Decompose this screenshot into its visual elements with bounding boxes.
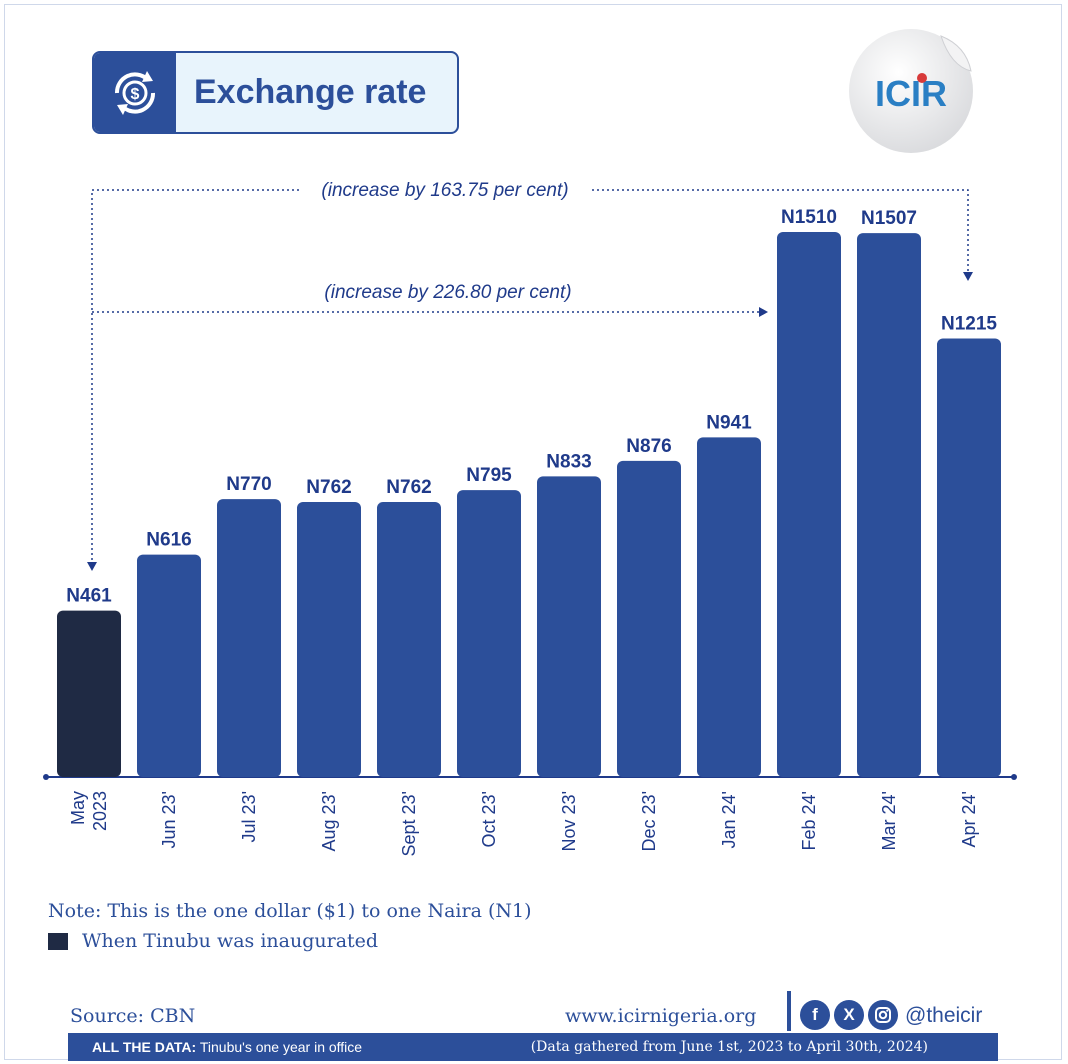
website-link[interactable]: www.icirnigeria.org: [565, 1005, 757, 1027]
bar-value-label: N876: [626, 436, 671, 457]
legend-label: When Tinubu was inaugurated: [82, 930, 379, 952]
bar: [537, 476, 601, 777]
instagram-icon[interactable]: [868, 1000, 898, 1030]
bar-value-label: N795: [466, 465, 512, 486]
social-icons: f X: [800, 1000, 898, 1030]
category-tick-label: Aug 23': [319, 791, 339, 852]
bar-value-label: N1510: [781, 207, 837, 228]
annotation-label: (increase by 163.75 per cent): [321, 180, 568, 201]
bar-value-label: N461: [66, 586, 112, 607]
bar-value-label: N762: [386, 477, 431, 498]
bar: [857, 233, 921, 778]
category-tick-line: Mar 24': [879, 791, 899, 850]
legend: When Tinubu was inaugurated: [48, 930, 378, 952]
title-box: $ Exchange rate: [92, 51, 459, 134]
category-tick-line: Jul 23': [239, 791, 259, 842]
bar-value-label: N1215: [941, 313, 997, 334]
legend-swatch: [48, 932, 68, 950]
footer-date-range: (Data gathered from June 1st, 2023 to Ap…: [530, 1039, 928, 1055]
footer-series-label: ALL THE DATA: Tinubu's one year in offic…: [92, 1039, 362, 1055]
category-tick-line: 2023: [90, 791, 110, 831]
svg-text:$: $: [131, 86, 140, 103]
footer-series-title: Tinubu's one year in office: [196, 1039, 363, 1055]
bar-value-label: N762: [306, 477, 351, 498]
category-tick-label: Sept 23': [399, 791, 419, 857]
source-text: Source: CBN: [70, 1005, 196, 1027]
category-tick-label: Jul 23': [239, 791, 259, 842]
category-tick-label: Jun 23': [159, 791, 179, 848]
note-text: Note: This is the one dollar ($1) to one…: [48, 900, 532, 922]
icir-logo: ICIR: [846, 26, 976, 156]
annotation-label: (increase by 226.80 per cent): [324, 282, 571, 303]
category-tick-line: Apr 24': [959, 791, 979, 847]
facebook-icon[interactable]: f: [800, 1000, 830, 1030]
bar: [457, 490, 521, 777]
category-tick-label: Oct 23': [479, 791, 499, 847]
category-tick-label: Feb 24': [799, 791, 819, 850]
category-tick-line: Jan 24': [719, 791, 739, 848]
category-tick-line: Oct 23': [479, 791, 499, 847]
bar: [217, 499, 281, 777]
category-tick-label: Mar 24': [879, 791, 899, 850]
category-tick-label: Nov 23': [559, 791, 579, 851]
svg-text:ICIR: ICIR: [875, 73, 947, 114]
dollar-exchange-icon: $: [94, 53, 176, 132]
footer-bold-label: ALL THE DATA:: [92, 1039, 197, 1055]
category-tick-label: Jan 24': [719, 791, 739, 848]
bar: [937, 338, 1001, 777]
annotation-arrowhead: [759, 307, 768, 317]
category-tick-label: Apr 24': [959, 791, 979, 847]
bar-value-label: N1507: [861, 208, 917, 229]
category-tick-line: Sept 23': [399, 791, 419, 857]
category-tick-line: Aug 23': [319, 791, 339, 852]
annotation-label-bg: [300, 177, 590, 203]
bar: [297, 501, 361, 777]
category-tick-line: Nov 23': [559, 791, 579, 851]
social-handle[interactable]: @theicir: [905, 1004, 983, 1027]
bar-value-label: N616: [146, 530, 191, 551]
annotation-line-total: [91, 189, 969, 560]
bar: [57, 610, 121, 777]
category-tick-line: Dec 23': [639, 791, 659, 851]
category-tick-line: Feb 24': [799, 791, 819, 850]
footer-bar: ALL THE DATA: Tinubu's one year in offic…: [68, 1033, 998, 1061]
footer-divider: [787, 991, 791, 1031]
bar: [137, 554, 201, 777]
category-tick-label: May 2023: [68, 791, 110, 831]
bar-value-label: N941: [706, 412, 752, 433]
bar-value-label: N833: [546, 451, 591, 472]
category-tick-line: May: [68, 791, 88, 825]
bar: [617, 460, 681, 777]
x-axis-end-dot: [1011, 774, 1017, 780]
bar-value-label: N770: [226, 474, 271, 495]
category-tick-line: Jun 23': [159, 791, 179, 848]
annotation-arrowhead: [87, 562, 97, 571]
bar: [377, 501, 441, 777]
bar: [777, 232, 841, 777]
chart-title: Exchange rate: [194, 73, 427, 111]
x-icon[interactable]: X: [834, 1000, 864, 1030]
x-axis-start-dot: [43, 774, 49, 780]
annotation-arrowhead: [963, 272, 973, 281]
bar: [697, 437, 761, 777]
category-tick-label: Dec 23': [639, 791, 659, 851]
